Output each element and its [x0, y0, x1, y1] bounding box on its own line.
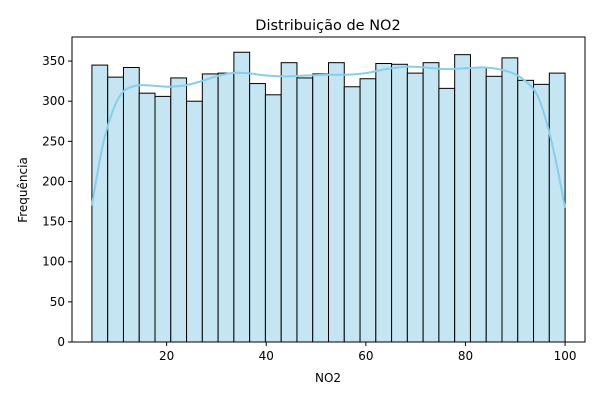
- histogram-bar: [201, 73, 219, 343]
- plot-frame: [71, 36, 586, 343]
- y-tick-label: 300: [42, 94, 65, 108]
- histogram-bar: [359, 78, 377, 343]
- chart-title: Distribuição de NO2: [255, 18, 400, 34]
- bars-group: [91, 51, 566, 343]
- histogram-bar: [217, 72, 235, 343]
- y-axis-label: Frequência: [16, 157, 30, 223]
- histogram-bar: [485, 75, 503, 343]
- x-tick-label: 80: [458, 349, 473, 363]
- histogram-bar: [280, 62, 298, 343]
- x-tick-label: 40: [259, 349, 274, 363]
- histogram-bar: [170, 77, 188, 343]
- histogram-bar: [328, 62, 345, 343]
- histogram-bar: [548, 72, 566, 343]
- y-tick-label: 250: [42, 134, 65, 148]
- histogram-bar: [501, 57, 519, 343]
- histogram-bar: [296, 77, 314, 343]
- y-tick-label: 350: [42, 54, 65, 68]
- histogram-bar: [422, 62, 440, 343]
- x-axis-ticks: 20 40 60 80 100: [159, 342, 577, 363]
- histogram-bar: [375, 62, 393, 343]
- histogram-bar: [406, 72, 424, 343]
- histogram-bar: [391, 63, 408, 343]
- histogram-bar: [312, 73, 330, 343]
- histogram-bar: [264, 94, 282, 343]
- x-tick-label: 60: [358, 349, 373, 363]
- x-tick-label: 100: [554, 349, 577, 363]
- y-axis-ticks: 0 50 100 150 200 250 300 350: [42, 54, 72, 349]
- y-tick-label: 50: [50, 295, 65, 309]
- histogram-bar: [233, 51, 251, 343]
- histogram-bar: [154, 95, 172, 343]
- y-tick-label: 200: [42, 174, 65, 188]
- kde-curve: [90, 65, 567, 209]
- histogram-bar: [186, 100, 203, 343]
- y-tick-label: 0: [57, 335, 65, 349]
- histogram-bar: [138, 92, 156, 343]
- y-tick-label: 100: [42, 255, 65, 269]
- histogram-bar: [343, 86, 361, 343]
- x-axis-label: NO2: [315, 371, 341, 385]
- x-tick-label: 20: [159, 349, 174, 363]
- y-tick-label: 150: [42, 215, 65, 229]
- histogram-bar: [438, 87, 456, 343]
- histogram-bar: [91, 64, 109, 343]
- histogram-bar: [454, 54, 471, 343]
- histogram-bar: [249, 83, 266, 343]
- histogram-bar: [517, 79, 535, 343]
- histogram-bar: [122, 67, 140, 343]
- histogram-bar: [469, 67, 487, 343]
